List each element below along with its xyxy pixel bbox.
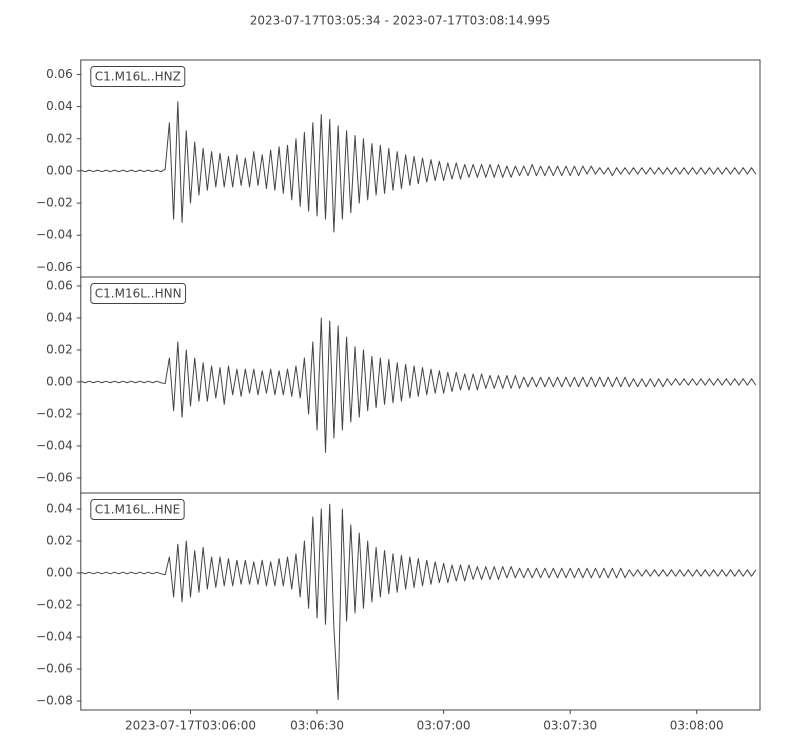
y-tick-label: 0.00 xyxy=(46,163,73,177)
waveform xyxy=(80,101,757,233)
x-tick-label: 03:08:00 xyxy=(670,719,724,733)
trace-label-box xyxy=(90,499,185,520)
x-tick-label: 2023-07-17T03:06:00 xyxy=(125,719,256,733)
y-tick-label: 0.04 xyxy=(46,502,73,516)
trace-label: C1.M16L..HNN xyxy=(95,287,182,301)
y-tick-label: 0.06 xyxy=(46,67,73,81)
y-tick-label: −0.04 xyxy=(36,630,73,644)
trace-label-box xyxy=(90,66,186,87)
y-tick-label: 0.04 xyxy=(46,99,73,113)
trace-label-box xyxy=(90,283,187,304)
trace-label: C1.M16L..HNZ xyxy=(95,70,181,84)
y-tick-label: −0.06 xyxy=(36,470,73,484)
panel-frame xyxy=(80,492,761,711)
y-tick-label: 0.06 xyxy=(46,278,73,292)
y-tick-label: −0.04 xyxy=(36,438,73,452)
figure-title: 2023-07-17T03:05:34 - 2023-07-17T03:08:1… xyxy=(250,14,551,28)
y-tick-label: 0.00 xyxy=(46,374,73,388)
y-tick-label: −0.06 xyxy=(36,662,73,676)
x-tick-label: 03:07:30 xyxy=(543,719,597,733)
y-tick-label: −0.02 xyxy=(36,598,73,612)
y-tick-label: −0.08 xyxy=(36,694,73,708)
waveform xyxy=(80,317,757,453)
y-tick-label: −0.04 xyxy=(36,228,73,242)
plot-area xyxy=(80,101,757,233)
y-tick-label: 0.02 xyxy=(46,534,73,548)
x-tick-label: 03:06:30 xyxy=(290,719,344,733)
y-tick-label: −0.02 xyxy=(36,406,73,420)
x-tick-label: 03:07:00 xyxy=(417,719,471,733)
trace-label: C1.M16L..HNE xyxy=(95,503,180,517)
plot-area xyxy=(80,503,757,700)
y-tick-label: 0.04 xyxy=(46,310,73,324)
waveform xyxy=(80,503,757,700)
plot-area xyxy=(80,317,757,453)
y-tick-label: 0.00 xyxy=(46,566,73,580)
y-tick-label: −0.06 xyxy=(36,260,73,274)
y-tick-label: −0.02 xyxy=(36,196,73,210)
y-tick-label: 0.02 xyxy=(46,131,73,145)
y-tick-label: 0.02 xyxy=(46,342,73,356)
